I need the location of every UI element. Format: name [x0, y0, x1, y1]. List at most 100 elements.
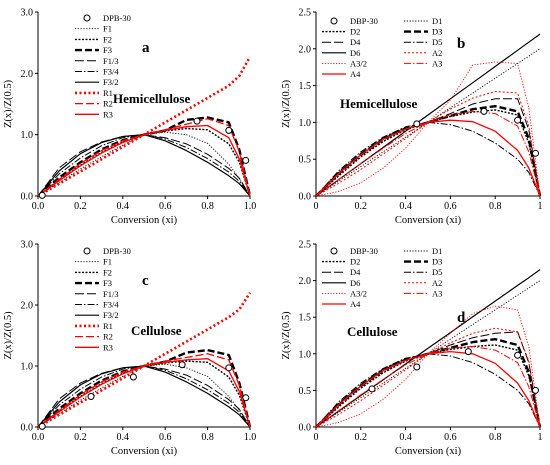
data-point — [413, 120, 421, 128]
panel-annotation: Hemicellulose — [113, 91, 190, 106]
legend-label: F3/4 — [103, 67, 119, 77]
experimental-points — [368, 348, 540, 394]
legend-label: D1 — [432, 16, 442, 26]
series-line-A3 — [315, 346, 541, 428]
y-tick-label: 1.0 — [21, 130, 34, 141]
legend-label: F2 — [103, 34, 112, 44]
y-tick-label: 2.5 — [299, 240, 312, 251]
data-point — [368, 385, 376, 393]
legend-label: DBP-30 — [350, 246, 378, 256]
legend-label: A4 — [350, 299, 361, 309]
y-tick-label: 0.0 — [299, 192, 312, 203]
y-tick-label: 1.0 — [299, 118, 312, 129]
series-line-F1-3 — [37, 134, 251, 197]
legend-label: D2 — [350, 257, 360, 267]
y-axis-label: Z(x)/Z(0.5) — [3, 79, 14, 128]
legend-label: R1 — [103, 88, 113, 98]
x-tick-label: 0.4 — [399, 201, 412, 212]
data-point — [87, 393, 95, 400]
legend-label: D6 — [350, 278, 360, 288]
series-line-A4 — [315, 350, 541, 428]
series-line-F1-3 — [37, 365, 251, 428]
data-point — [129, 373, 137, 381]
legend-label: A3/2 — [350, 58, 367, 68]
series-lines — [37, 292, 252, 429]
data-point — [193, 117, 201, 125]
x-axis-label: Conversion (xi) — [395, 215, 462, 226]
legend-label: A3/2 — [350, 288, 367, 298]
legend-label: A2 — [432, 48, 442, 58]
legend-label: F3/2 — [103, 77, 119, 87]
x-tick-label: 0.2 — [355, 432, 368, 443]
series-line-A3-2 — [315, 305, 541, 428]
legend-label: F1 — [103, 24, 112, 34]
series-line-R3 — [37, 124, 251, 197]
y-tick-label: 3.0 — [21, 8, 34, 19]
legend-marker-experimental — [83, 247, 91, 255]
y-axis-label: Z(x)/Z(0.5) — [281, 79, 292, 128]
chart-panel-a: 0.0 0.2 0.4 0.6 0.8 1.0 0.0 1.0 2.0 3.0 Conversion… — [3, 8, 256, 227]
chart-panel-b: 0 0.2 0.4 0.6 0.8 1 0.0 0.5 1.0 1.5 2.0 2.5 Conversi… — [281, 8, 543, 227]
legend-marker-experimental — [330, 247, 338, 255]
legend-label: DBP-30 — [350, 16, 378, 26]
legend-label: D3 — [432, 27, 442, 37]
y-tick-label: 1.5 — [299, 313, 312, 324]
y-tick-label: 2.0 — [21, 301, 34, 312]
panel-letter: a — [142, 40, 150, 56]
series-line-A2 — [315, 91, 541, 197]
y-tick-label: 1.0 — [299, 349, 312, 360]
data-point — [225, 364, 233, 372]
chart-panel-d: 0 0.2 0.4 0.6 0.8 1 0.0 0.5 1.0 1.5 2.0 2.5 Conversi… — [281, 240, 543, 458]
series-line-D5 — [315, 121, 541, 197]
x-axis-label: Conversion (xi) — [395, 446, 462, 457]
chart-panel-c: 0.0 0.2 0.4 0.6 0.8 1.0 0.0 1.0 2.0 3.0 Conversion… — [3, 240, 256, 458]
x-tick-label: 0.6 — [444, 201, 457, 212]
x-tick-label: 1.0 — [244, 201, 257, 212]
legend-marker-experimental — [83, 14, 91, 22]
x-tick-label: 0.6 — [159, 432, 172, 443]
y-tick-label: 0.0 — [299, 423, 312, 434]
legend: DBP-30 D1 D2 D3 D4 D5 D6 A2 A3/2 A3 A4 — [322, 16, 442, 79]
legend-label: R2 — [103, 332, 113, 342]
x-tick-label: 0.6 — [159, 201, 172, 212]
data-point — [464, 348, 472, 356]
panel-annotation: Hemicellulose — [340, 96, 417, 111]
series-line-F3-4 — [37, 365, 251, 428]
series-line-D6 — [315, 269, 541, 428]
legend-label: D5 — [432, 267, 442, 277]
chart-panels: 0.0 0.2 0.4 0.6 0.8 1.0 0.0 1.0 2.0 3.0 Conversion… — [3, 8, 543, 458]
series-line-D4 — [315, 98, 541, 197]
legend-marker-experimental — [330, 17, 338, 25]
legend-label: D1 — [432, 246, 442, 256]
panel-letter: c — [142, 273, 149, 289]
series-lines — [315, 269, 542, 428]
x-tick-label: 0.4 — [399, 432, 412, 443]
legend-label: A2 — [432, 278, 442, 288]
data-point — [225, 126, 233, 134]
legend-label: A3 — [432, 58, 442, 68]
series-line-A4 — [315, 119, 541, 197]
series-line-R3 — [37, 358, 251, 428]
experimental-points — [38, 117, 250, 199]
x-tick-label: 0.2 — [74, 432, 87, 443]
legend-label: DPB-30 — [103, 246, 131, 256]
data-point — [38, 191, 46, 199]
panel-letter: b — [457, 36, 465, 52]
legend-label: R3 — [103, 342, 113, 352]
legend-label: D5 — [432, 37, 442, 47]
x-tick-label: 0.8 — [489, 201, 502, 212]
experimental-points — [413, 107, 540, 157]
data-point — [514, 116, 522, 124]
legend-label: F3/4 — [103, 300, 119, 310]
series-line-D2 — [315, 344, 541, 428]
x-tick-label: 0.0 — [32, 201, 45, 212]
series-line-A3 — [315, 110, 541, 197]
x-tick-label: 0.2 — [355, 201, 368, 212]
x-tick-label: 0.0 — [32, 432, 45, 443]
series-line-F3-2 — [37, 365, 251, 428]
x-tick-label: 1.0 — [244, 432, 257, 443]
data-point — [178, 361, 186, 369]
legend-label: F3 — [103, 278, 112, 288]
x-tick-label: 0.4 — [117, 432, 130, 443]
